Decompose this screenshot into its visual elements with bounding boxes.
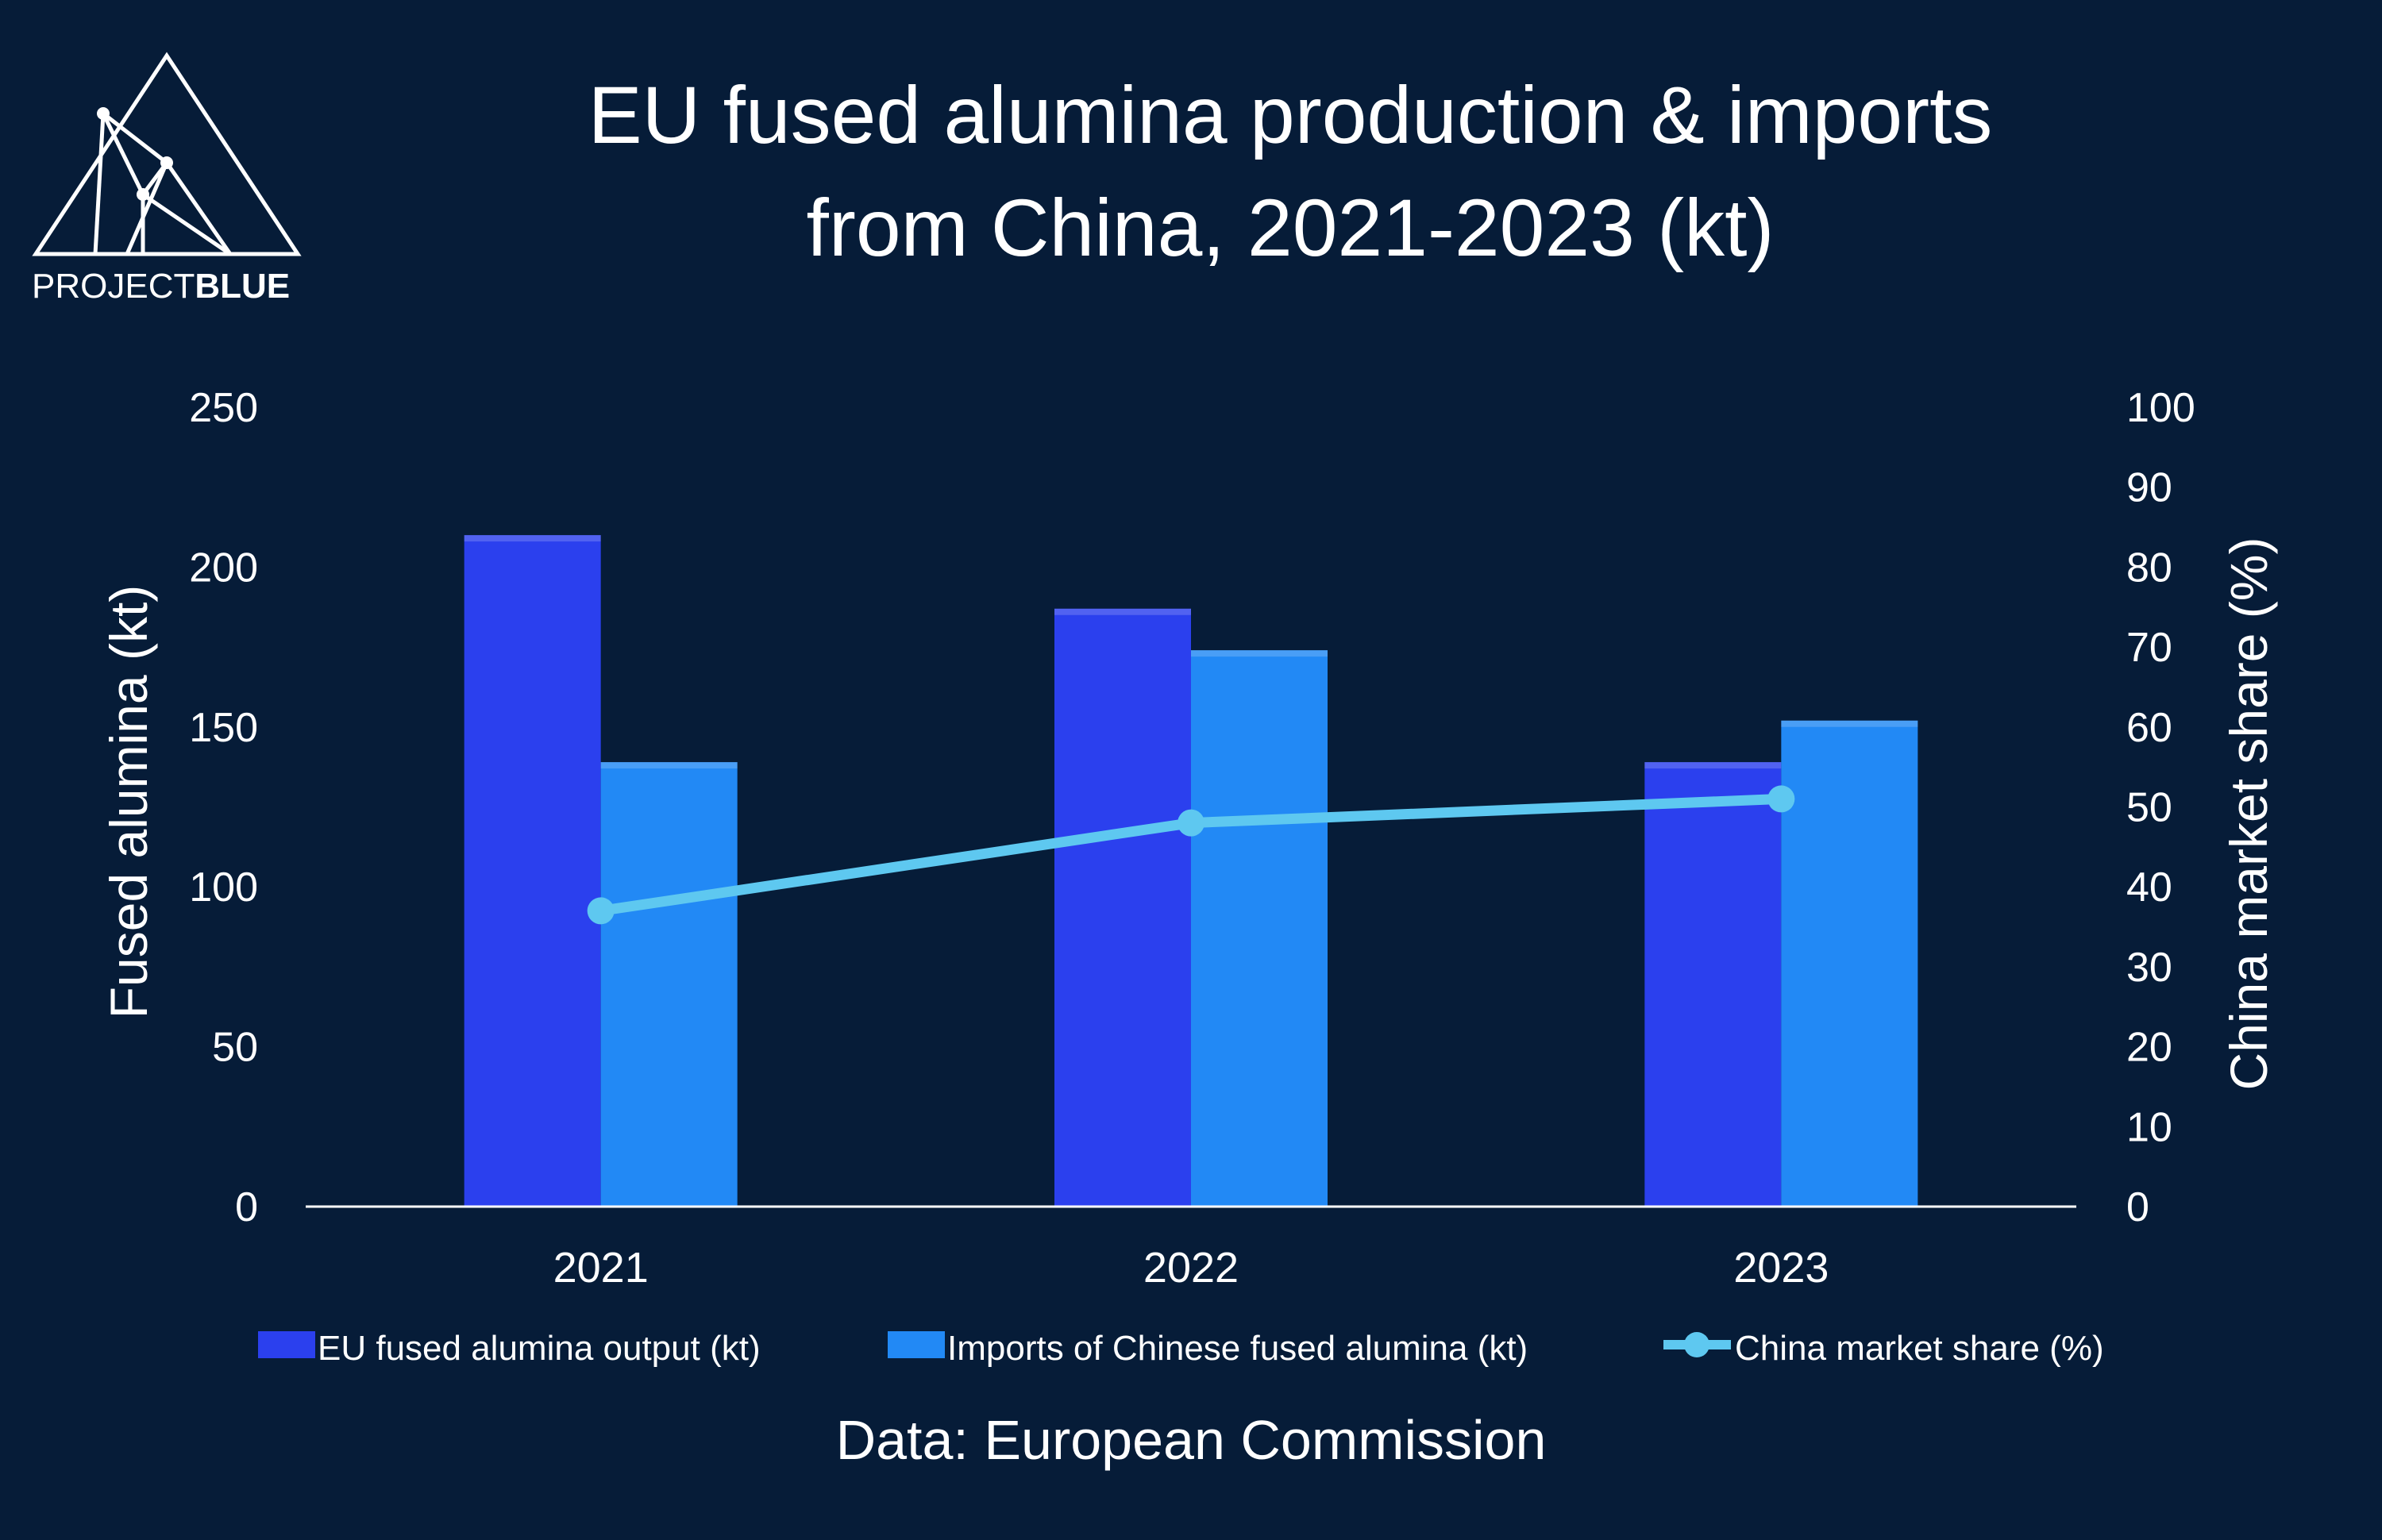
y2-tick-label: 90 bbox=[2126, 465, 2172, 511]
plot-area: 0 50 100 150 200 250 0 10 20 30 40 50 60 70 80 90 100 202… bbox=[189, 385, 2195, 1292]
imports-bar-highlight bbox=[600, 762, 738, 769]
y2-tick-label: 60 bbox=[2126, 705, 2172, 751]
y-tick-label: 200 bbox=[189, 545, 258, 591]
logo-wordmark: PROJECTBLUE bbox=[32, 267, 290, 306]
y-tick-label: 150 bbox=[189, 705, 258, 751]
logo-text-bold: BLUE bbox=[195, 267, 291, 306]
market-share-point bbox=[587, 897, 615, 925]
eu-output-bar-highlight bbox=[464, 535, 601, 542]
y2-tick-label: 30 bbox=[2126, 945, 2172, 991]
logo-text-light: PROJECT bbox=[32, 267, 195, 306]
x-tick-label: 2023 bbox=[1733, 1244, 1829, 1292]
y-tick-label: 250 bbox=[189, 385, 258, 431]
imports-bar-highlight bbox=[1781, 720, 1918, 727]
legend: EU fused alumina output (kt) Imports of C… bbox=[258, 1329, 2104, 1368]
y-axis-label: Fused alumina (kt) bbox=[99, 585, 158, 1019]
y-tick-label: 50 bbox=[212, 1025, 258, 1071]
y2-tick-label: 20 bbox=[2126, 1025, 2172, 1071]
legend-eu-output-swatch bbox=[258, 1331, 315, 1358]
legend-imports-swatch bbox=[888, 1331, 945, 1358]
legend-market-share-swatch-marker bbox=[1684, 1332, 1709, 1357]
y2-axis-label: China market share (%) bbox=[2219, 537, 2278, 1091]
legend-eu-output: EU fused alumina output (kt) bbox=[258, 1329, 761, 1368]
legend-market-share: China market share (%) bbox=[1663, 1329, 2104, 1368]
source-note: Data: European Commission bbox=[836, 1409, 1547, 1471]
y2-tick-label: 0 bbox=[2126, 1184, 2149, 1230]
y-tick-label: 0 bbox=[235, 1184, 258, 1230]
imports-bar bbox=[1781, 720, 1918, 1207]
y2-tick-label: 50 bbox=[2126, 785, 2172, 831]
y2-tick-label: 100 bbox=[2126, 385, 2195, 431]
chart-title-line2: from China, 2021-2023 (kt) bbox=[807, 183, 1775, 273]
eu-output-bar bbox=[1054, 608, 1191, 1207]
project-blue-logo-icon bbox=[32, 52, 302, 256]
imports-bar bbox=[1191, 650, 1328, 1207]
y-tick-label: 100 bbox=[189, 864, 258, 911]
imports-bar-highlight bbox=[1191, 650, 1328, 657]
eu-output-bar-highlight bbox=[1054, 608, 1191, 615]
x-tick-label: 2022 bbox=[1143, 1244, 1239, 1292]
chart-title-line1: EU fused alumina production & imports bbox=[588, 70, 1993, 160]
market-share-point bbox=[1178, 809, 1204, 837]
x-tick-label: 2021 bbox=[553, 1244, 649, 1292]
imports-bar bbox=[600, 762, 738, 1207]
y2-tick-label: 40 bbox=[2126, 864, 2172, 911]
y2-tick-label: 10 bbox=[2126, 1104, 2172, 1150]
y2-tick-label: 70 bbox=[2126, 625, 2172, 671]
legend-eu-output-label: EU fused alumina output (kt) bbox=[318, 1329, 761, 1368]
legend-market-share-label: China market share (%) bbox=[1735, 1329, 2104, 1368]
market-share-point bbox=[1767, 785, 1795, 813]
eu-output-bar bbox=[1644, 762, 1782, 1207]
legend-imports-label: Imports of Chinese fused alumina (kt) bbox=[947, 1329, 1528, 1368]
eu-output-bar-highlight bbox=[1644, 762, 1782, 769]
y2-tick-label: 80 bbox=[2126, 545, 2172, 591]
eu-output-bar bbox=[464, 535, 601, 1207]
legend-imports: Imports of Chinese fused alumina (kt) bbox=[888, 1329, 1528, 1368]
